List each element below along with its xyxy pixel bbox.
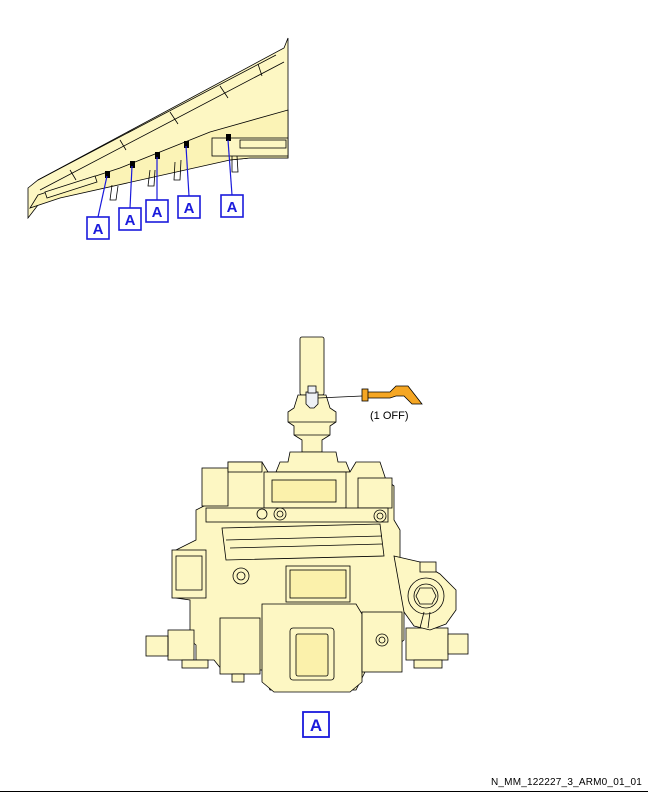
left-upper-block <box>201 467 229 507</box>
cross-bar <box>205 507 389 523</box>
bolt-leader <box>317 395 363 399</box>
mid-plate-line <box>225 535 383 541</box>
arm-safety-wire <box>419 611 431 629</box>
lower-right-port-inner <box>378 636 386 644</box>
leader-4 <box>185 145 190 197</box>
left-side-cover-inner <box>175 555 203 591</box>
left-connector-body <box>167 629 195 661</box>
actuator-assembly <box>145 336 469 693</box>
callout-a-2-label: A <box>125 212 136 229</box>
bar-bolt-left-inner <box>276 510 284 518</box>
left-connector-plug <box>145 635 169 657</box>
access-panel <box>44 175 98 199</box>
wing-markers <box>105 134 231 178</box>
wing-panel-edge <box>37 54 285 191</box>
bolt-shank <box>364 385 423 405</box>
leader-2 <box>129 165 133 209</box>
leader-5 <box>227 139 233 196</box>
mid-plate-line-2 <box>229 543 383 549</box>
lower-window-inner <box>295 633 329 677</box>
marker-1 <box>105 171 110 178</box>
left-upper-cap <box>227 461 263 473</box>
callout-a-5: A <box>220 194 244 218</box>
replacement-bolt-icon: (1 OFF) <box>317 385 423 422</box>
lower-left-foot <box>231 673 245 683</box>
bracket-4 <box>231 155 239 173</box>
wing-panel-view <box>27 37 289 220</box>
marker-3 <box>155 152 160 159</box>
bolt-head <box>361 388 369 402</box>
lower-left-block <box>219 617 261 675</box>
right-connector-plug <box>447 633 469 655</box>
lower-right-block <box>361 611 403 673</box>
leader-1 <box>97 175 108 218</box>
callout-a-3: A <box>145 199 169 223</box>
callout-boxes: A A A A A <box>86 194 244 240</box>
top-module-window <box>271 479 337 503</box>
left-connector-ring <box>181 659 209 669</box>
callout-a-5-label: A <box>227 199 238 216</box>
arm-top-tab <box>419 561 437 573</box>
right-connector-body <box>405 627 449 661</box>
right-upper-block <box>357 477 393 509</box>
central-window-inner <box>289 569 347 599</box>
attach-block <box>211 137 289 157</box>
marker-2 <box>130 161 135 168</box>
grease-nipple <box>305 391 319 409</box>
bracket-2 <box>147 169 156 187</box>
right-connector-ring <box>413 659 443 669</box>
mid-plate <box>221 523 385 561</box>
callout-a-1: A <box>86 216 110 240</box>
callout-a-3-label: A <box>152 204 163 221</box>
attach-block-inner <box>239 139 287 149</box>
callout-a-4: A <box>177 195 201 219</box>
bracket-3 <box>173 159 182 181</box>
callout-a-detail: A <box>302 711 330 738</box>
figure-identifier: N_MM_122227_3_ARM0_01_01 <box>490 777 642 788</box>
actuator-neck <box>275 451 351 473</box>
housing-bolt-inner <box>236 571 246 581</box>
callout-a-1-label: A <box>93 221 104 238</box>
marker-5 <box>226 134 231 141</box>
bar-bolt-right-inner <box>376 512 384 520</box>
bar-bolt-mid <box>256 508 268 520</box>
marker-4 <box>184 141 189 148</box>
callout-a-2: A <box>118 207 142 231</box>
pivot-hex <box>415 587 437 605</box>
callout-a-4-label: A <box>184 200 195 217</box>
callout-leaders <box>97 139 233 218</box>
callout-a-detail-label: A <box>310 716 322 735</box>
wing-panel-joints <box>69 63 263 181</box>
quantity-note: (1 OFF) <box>370 410 409 422</box>
grease-nipple-head <box>307 385 317 394</box>
bracket-1 <box>109 184 119 201</box>
left-side-cover <box>171 549 207 599</box>
